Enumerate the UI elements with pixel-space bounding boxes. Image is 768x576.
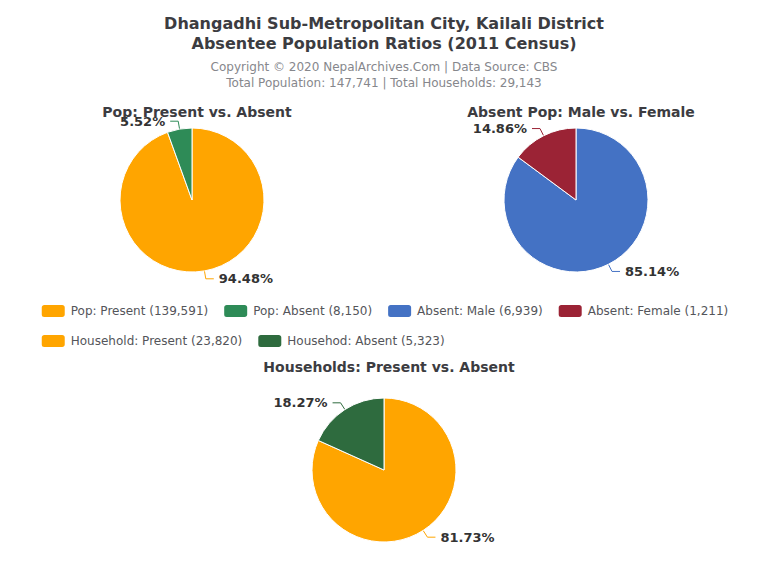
- svg-text:Household: Present (23,820): Household: Present (23,820): [71, 334, 243, 348]
- svg-text:81.73%: 81.73%: [440, 530, 494, 545]
- svg-text:Absent Pop: Male vs. Female: Absent Pop: Male vs. Female: [467, 104, 695, 120]
- svg-text:Copyright © 2020 NepalArchives: Copyright © 2020 NepalArchives.Com | Dat…: [211, 60, 558, 74]
- svg-text:14.86%: 14.86%: [473, 121, 527, 136]
- svg-text:Absent: Male (6,939): Absent: Male (6,939): [417, 304, 543, 318]
- svg-text:18.27%: 18.27%: [273, 395, 327, 410]
- svg-text:Pop: Present (139,591): Pop: Present (139,591): [71, 304, 208, 318]
- svg-text:Absentee Population Ratios (20: Absentee Population Ratios (2011 Census): [192, 34, 577, 53]
- svg-text:Househod: Absent (5,323): Househod: Absent (5,323): [287, 334, 444, 348]
- svg-text:Pop: Absent (8,150): Pop: Absent (8,150): [253, 304, 372, 318]
- svg-text:5.52%: 5.52%: [120, 113, 166, 129]
- svg-text:Households: Present vs. Absent: Households: Present vs. Absent: [263, 359, 515, 375]
- svg-text:Absent: Female (1,211): Absent: Female (1,211): [588, 304, 729, 318]
- svg-text:Pop: Present vs. Absent: Pop: Present vs. Absent: [102, 104, 292, 120]
- svg-text:85.14%: 85.14%: [625, 264, 679, 279]
- svg-text:Dhangadhi Sub-Metropolitan Cit: Dhangadhi Sub-Metropolitan City, Kailali…: [164, 14, 604, 33]
- svg-text:94.48%: 94.48%: [219, 271, 273, 286]
- svg-text:Total Population: 147,741 | To: Total Population: 147,741 | Total Househ…: [225, 76, 541, 90]
